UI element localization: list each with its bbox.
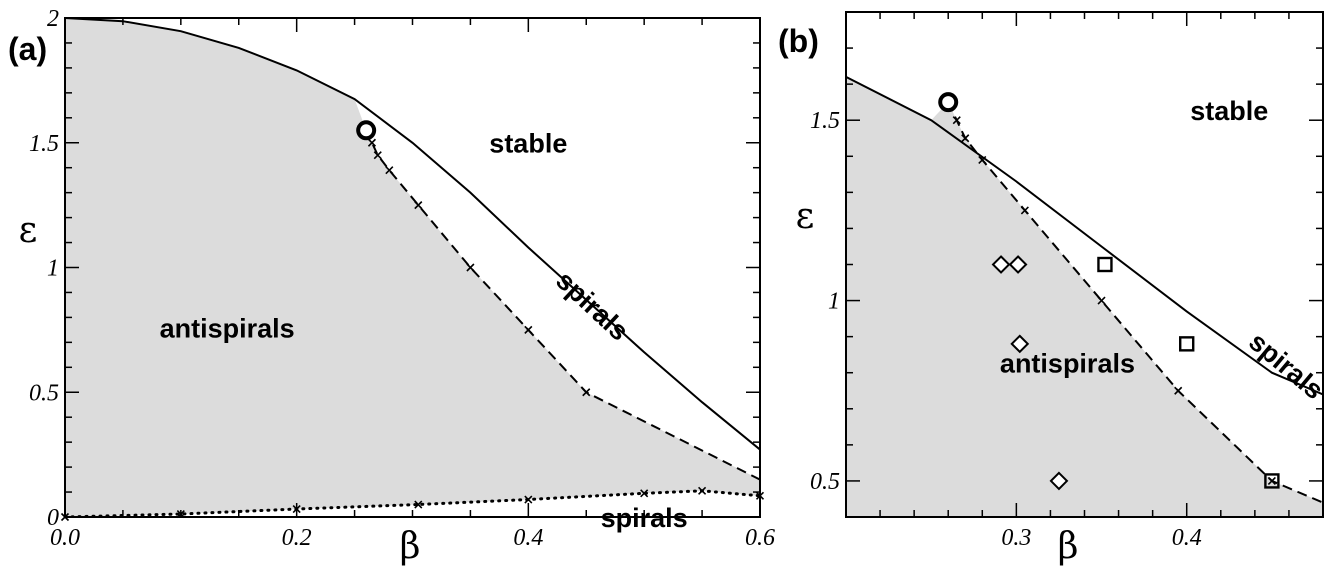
plot-area bbox=[65, 18, 760, 517]
x-tick-label: 0.6 bbox=[745, 525, 775, 551]
square-marker bbox=[1097, 256, 1113, 273]
region-label-stable: stable bbox=[1190, 96, 1268, 126]
region-label-antispirals: antispirals bbox=[160, 313, 295, 343]
region-label-spirals: spirals bbox=[601, 503, 688, 533]
circle-marker bbox=[356, 120, 377, 141]
dotted-boundary-line bbox=[65, 489, 760, 517]
cross-marker bbox=[698, 486, 707, 495]
panel-a: 0.0 0.2 0.4 0.6 0 0.5 1 1.5 2 β ε (a) stable antispir… bbox=[8, 6, 775, 567]
antispirals-region bbox=[65, 18, 760, 517]
region-label-spirals: spirals bbox=[1243, 326, 1329, 405]
cross-marker bbox=[385, 166, 394, 175]
panel-label: (a) bbox=[8, 31, 47, 67]
panel-label: (b) bbox=[778, 23, 819, 59]
y-tick-label: 1.5 bbox=[810, 108, 840, 134]
antispirals-region bbox=[846, 76, 1323, 517]
cross-marker bbox=[414, 500, 423, 509]
region-label-spirals: spirals bbox=[550, 265, 634, 346]
region-label-antispirals: antispirals bbox=[1000, 349, 1135, 379]
cross-marker bbox=[978, 155, 987, 164]
cross-marker bbox=[961, 134, 970, 143]
dashed-boundary-line bbox=[365, 129, 760, 481]
x-tick-label: 0.4 bbox=[1172, 525, 1202, 551]
cross-marker bbox=[524, 495, 533, 504]
circle-marker bbox=[938, 92, 959, 113]
x-tick-label: 0.3 bbox=[1001, 525, 1031, 551]
cross-marker bbox=[1174, 386, 1183, 395]
cross-marker bbox=[582, 388, 591, 397]
cross-marker bbox=[1020, 206, 1029, 215]
diamond-marker bbox=[1008, 255, 1028, 274]
cross-marker bbox=[466, 263, 475, 272]
cross-marker bbox=[373, 151, 382, 160]
y-tick-label: 1 bbox=[47, 256, 59, 282]
x-axis-label: β bbox=[1058, 526, 1079, 567]
x-tick-label: 0.2 bbox=[282, 525, 312, 551]
panel-b: 0.3 0.4 0.5 1 1.5 β ε (b) stable antispirals spira… bbox=[778, 11, 1329, 567]
cross-marker bbox=[367, 138, 377, 147]
x-tick-label: 0.0 bbox=[50, 525, 80, 551]
square-marker bbox=[1179, 336, 1195, 352]
y-axis-label: ε bbox=[19, 210, 38, 251]
cross-marker bbox=[1097, 296, 1106, 305]
diamond-marker bbox=[991, 255, 1011, 274]
diamond-marker bbox=[1010, 334, 1030, 354]
x-tick-label: 0.4 bbox=[513, 525, 543, 551]
y-tick-label: 0.5 bbox=[810, 469, 840, 495]
diamond-marker bbox=[1049, 471, 1069, 491]
cross-marker bbox=[952, 116, 961, 125]
plot-area bbox=[846, 76, 1323, 517]
solid-boundary-line bbox=[846, 76, 1323, 396]
y-tick-label: 2 bbox=[47, 6, 59, 32]
y-tick-label: 0 bbox=[47, 505, 59, 531]
solid-boundary-line bbox=[65, 18, 760, 451]
y-tick-label: 1 bbox=[828, 289, 840, 315]
cross-marker bbox=[524, 325, 533, 334]
cross-marker bbox=[640, 489, 649, 498]
cross-marker bbox=[414, 201, 423, 210]
cross-marker bbox=[1267, 476, 1276, 485]
y-axis-label: ε bbox=[796, 196, 815, 237]
region-label-stable: stable bbox=[489, 129, 567, 159]
x-axis-label: β bbox=[400, 526, 421, 567]
y-tick-label: 0.5 bbox=[29, 380, 59, 406]
square-marker bbox=[1264, 473, 1280, 489]
y-tick-label: 1.5 bbox=[29, 131, 59, 157]
